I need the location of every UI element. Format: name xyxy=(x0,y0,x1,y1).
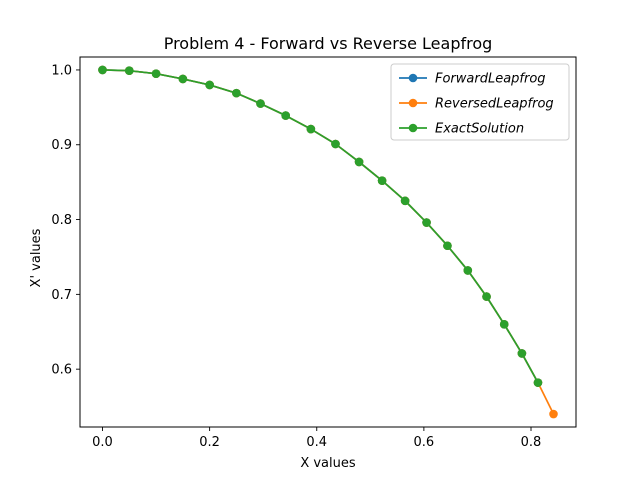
y-tick-label: 0.6 xyxy=(51,363,72,378)
data-point xyxy=(151,69,161,78)
x-tick-label: 0.4 xyxy=(306,435,327,450)
legend-label: ReversedLeapfrog xyxy=(435,97,554,112)
legend: ForwardLeapfrog ReversedLeapfrog ExactSolu… xyxy=(390,63,570,141)
legend-marker xyxy=(408,98,418,108)
x-tick-label: 0.2 xyxy=(199,435,220,450)
legend-frame xyxy=(390,63,570,141)
data-point xyxy=(517,349,527,358)
y-tick-label: 1.0 xyxy=(51,63,72,78)
data-point xyxy=(354,157,364,167)
x-tick-label: 0.6 xyxy=(414,435,435,450)
data-point xyxy=(482,292,491,301)
legend-entry-ReversedLeapfrog: ReversedLeapfrog xyxy=(399,97,554,112)
legend-label: ExactSolution xyxy=(435,122,524,137)
series-ExactSolution xyxy=(98,65,543,387)
legend-entry-ForwardLeapfrog: ForwardLeapfrog xyxy=(399,72,546,87)
legend-entry-ExactSolution: ExactSolution xyxy=(399,122,524,137)
data-point xyxy=(98,65,107,75)
data-point xyxy=(232,88,241,98)
data-point xyxy=(499,319,509,329)
data-point xyxy=(331,139,340,149)
data-point xyxy=(377,176,387,185)
x-axis-label: X values xyxy=(300,456,356,471)
data-point xyxy=(256,99,265,108)
legend-marker xyxy=(408,123,418,133)
data-point xyxy=(422,218,431,227)
x-tick-label: 0.8 xyxy=(521,435,542,450)
y-tick-label: 0.7 xyxy=(51,288,72,303)
data-point xyxy=(443,241,452,251)
data-point xyxy=(205,80,214,90)
data-point xyxy=(306,124,316,134)
data-point xyxy=(463,266,473,275)
y-axis-label: X' values xyxy=(29,228,44,287)
data-point xyxy=(124,66,134,75)
data-point xyxy=(533,378,543,387)
axis-ticks: 0.0 0.2 0.4 0.6 0.8 0.6 0.7 0.8 0.9 1.0 xyxy=(51,63,541,450)
x-tick-label: 0.0 xyxy=(92,435,113,450)
axes-frame xyxy=(79,56,577,428)
data-point xyxy=(549,409,558,419)
plot-area xyxy=(98,65,558,419)
data-point xyxy=(400,196,410,206)
legend-marker xyxy=(408,73,418,83)
legend-label: ForwardLeapfrog xyxy=(435,72,546,87)
chart-title: Problem 4 - Forward vs Reverse Leapfrog xyxy=(164,34,493,53)
y-tick-label: 0.8 xyxy=(51,213,72,228)
data-point xyxy=(178,74,188,84)
series-line-ExactSolution xyxy=(102,69,539,384)
data-point xyxy=(281,111,290,120)
y-tick-label: 0.9 xyxy=(51,138,72,153)
